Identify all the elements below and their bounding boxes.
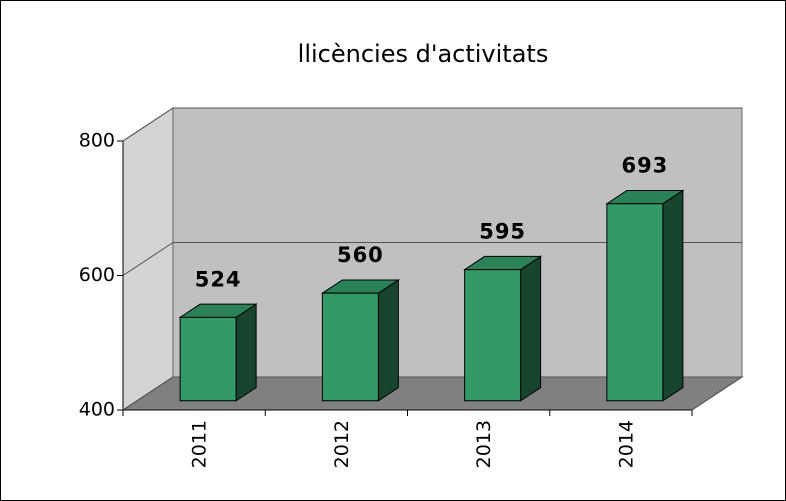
bar (462, 255, 543, 402)
bar-side (662, 189, 684, 402)
grid-line (122, 376, 742, 411)
x-tick-label: 2011 (189, 420, 211, 468)
bar-front (179, 316, 237, 402)
bar-front (464, 269, 522, 402)
x-tick-label: 2012 (331, 420, 353, 468)
value-label: 524 (195, 267, 242, 291)
value-label: 560 (337, 243, 384, 267)
value-label: 595 (479, 220, 526, 244)
y-tick-label: 400 (79, 399, 115, 421)
bar-front (606, 203, 664, 402)
bar (178, 303, 258, 402)
value-label: 693 (621, 154, 668, 178)
bar-side (235, 303, 257, 402)
y-tick-label: 600 (79, 264, 115, 286)
bar (605, 189, 685, 402)
x-tick-label: 2014 (615, 420, 637, 468)
bar-front (321, 292, 379, 402)
bar-side (520, 255, 542, 402)
bar (320, 279, 401, 402)
x-tick-label: 2013 (473, 420, 495, 468)
bar-side (377, 279, 399, 402)
y-tick-label: 800 (79, 130, 115, 152)
grid-line (122, 242, 742, 276)
chart-title: llicències d'activitats (298, 40, 549, 68)
grid-line (122, 107, 742, 142)
